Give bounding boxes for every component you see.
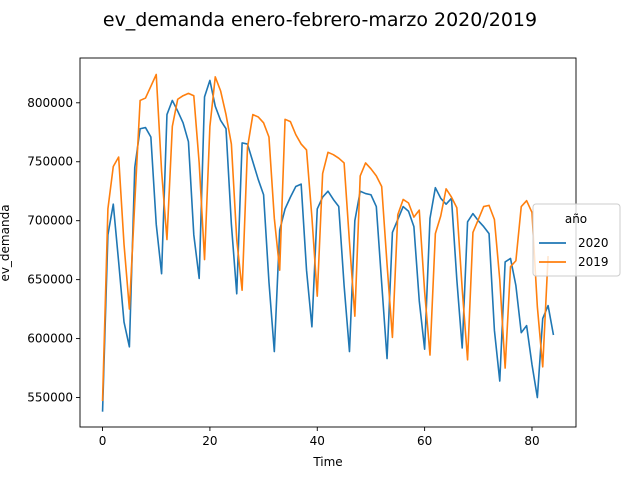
legend-label-2019: 2019 (578, 255, 609, 269)
y-tick-label: 700000 (27, 214, 73, 228)
series-line-2020 (101, 79, 555, 412)
y-axis-label: ev_demanda (0, 204, 12, 281)
plot-frame (79, 57, 577, 428)
y-tick-label: 550000 (27, 391, 73, 405)
series-layer (101, 73, 555, 412)
y-axis: 550000 600000 650000 700000 750000 800000 (27, 96, 80, 405)
y-tick-label: 750000 (27, 155, 73, 169)
series-line-2019 (101, 73, 549, 402)
x-axis: 0 20 40 60 80 (99, 427, 540, 448)
x-tick-label: 60 (417, 434, 432, 448)
x-tick-label: 20 (202, 434, 217, 448)
y-tick-label: 800000 (27, 96, 73, 110)
y-tick-label: 600000 (27, 332, 73, 346)
x-tick-label: 40 (310, 434, 325, 448)
x-tick-label: 80 (524, 434, 539, 448)
x-axis-label: Time (312, 455, 342, 469)
x-tick-label: 0 (99, 434, 107, 448)
chart-title: ev_demanda enero-febrero-marzo 2020/2019 (103, 9, 537, 31)
legend-label-2020: 2020 (578, 236, 609, 250)
y-tick-label: 650000 (27, 273, 73, 287)
legend-frame (532, 203, 621, 277)
plot-area (79, 57, 577, 428)
legend-title: año (565, 212, 587, 226)
legend: año 2020 2019 (532, 203, 621, 277)
